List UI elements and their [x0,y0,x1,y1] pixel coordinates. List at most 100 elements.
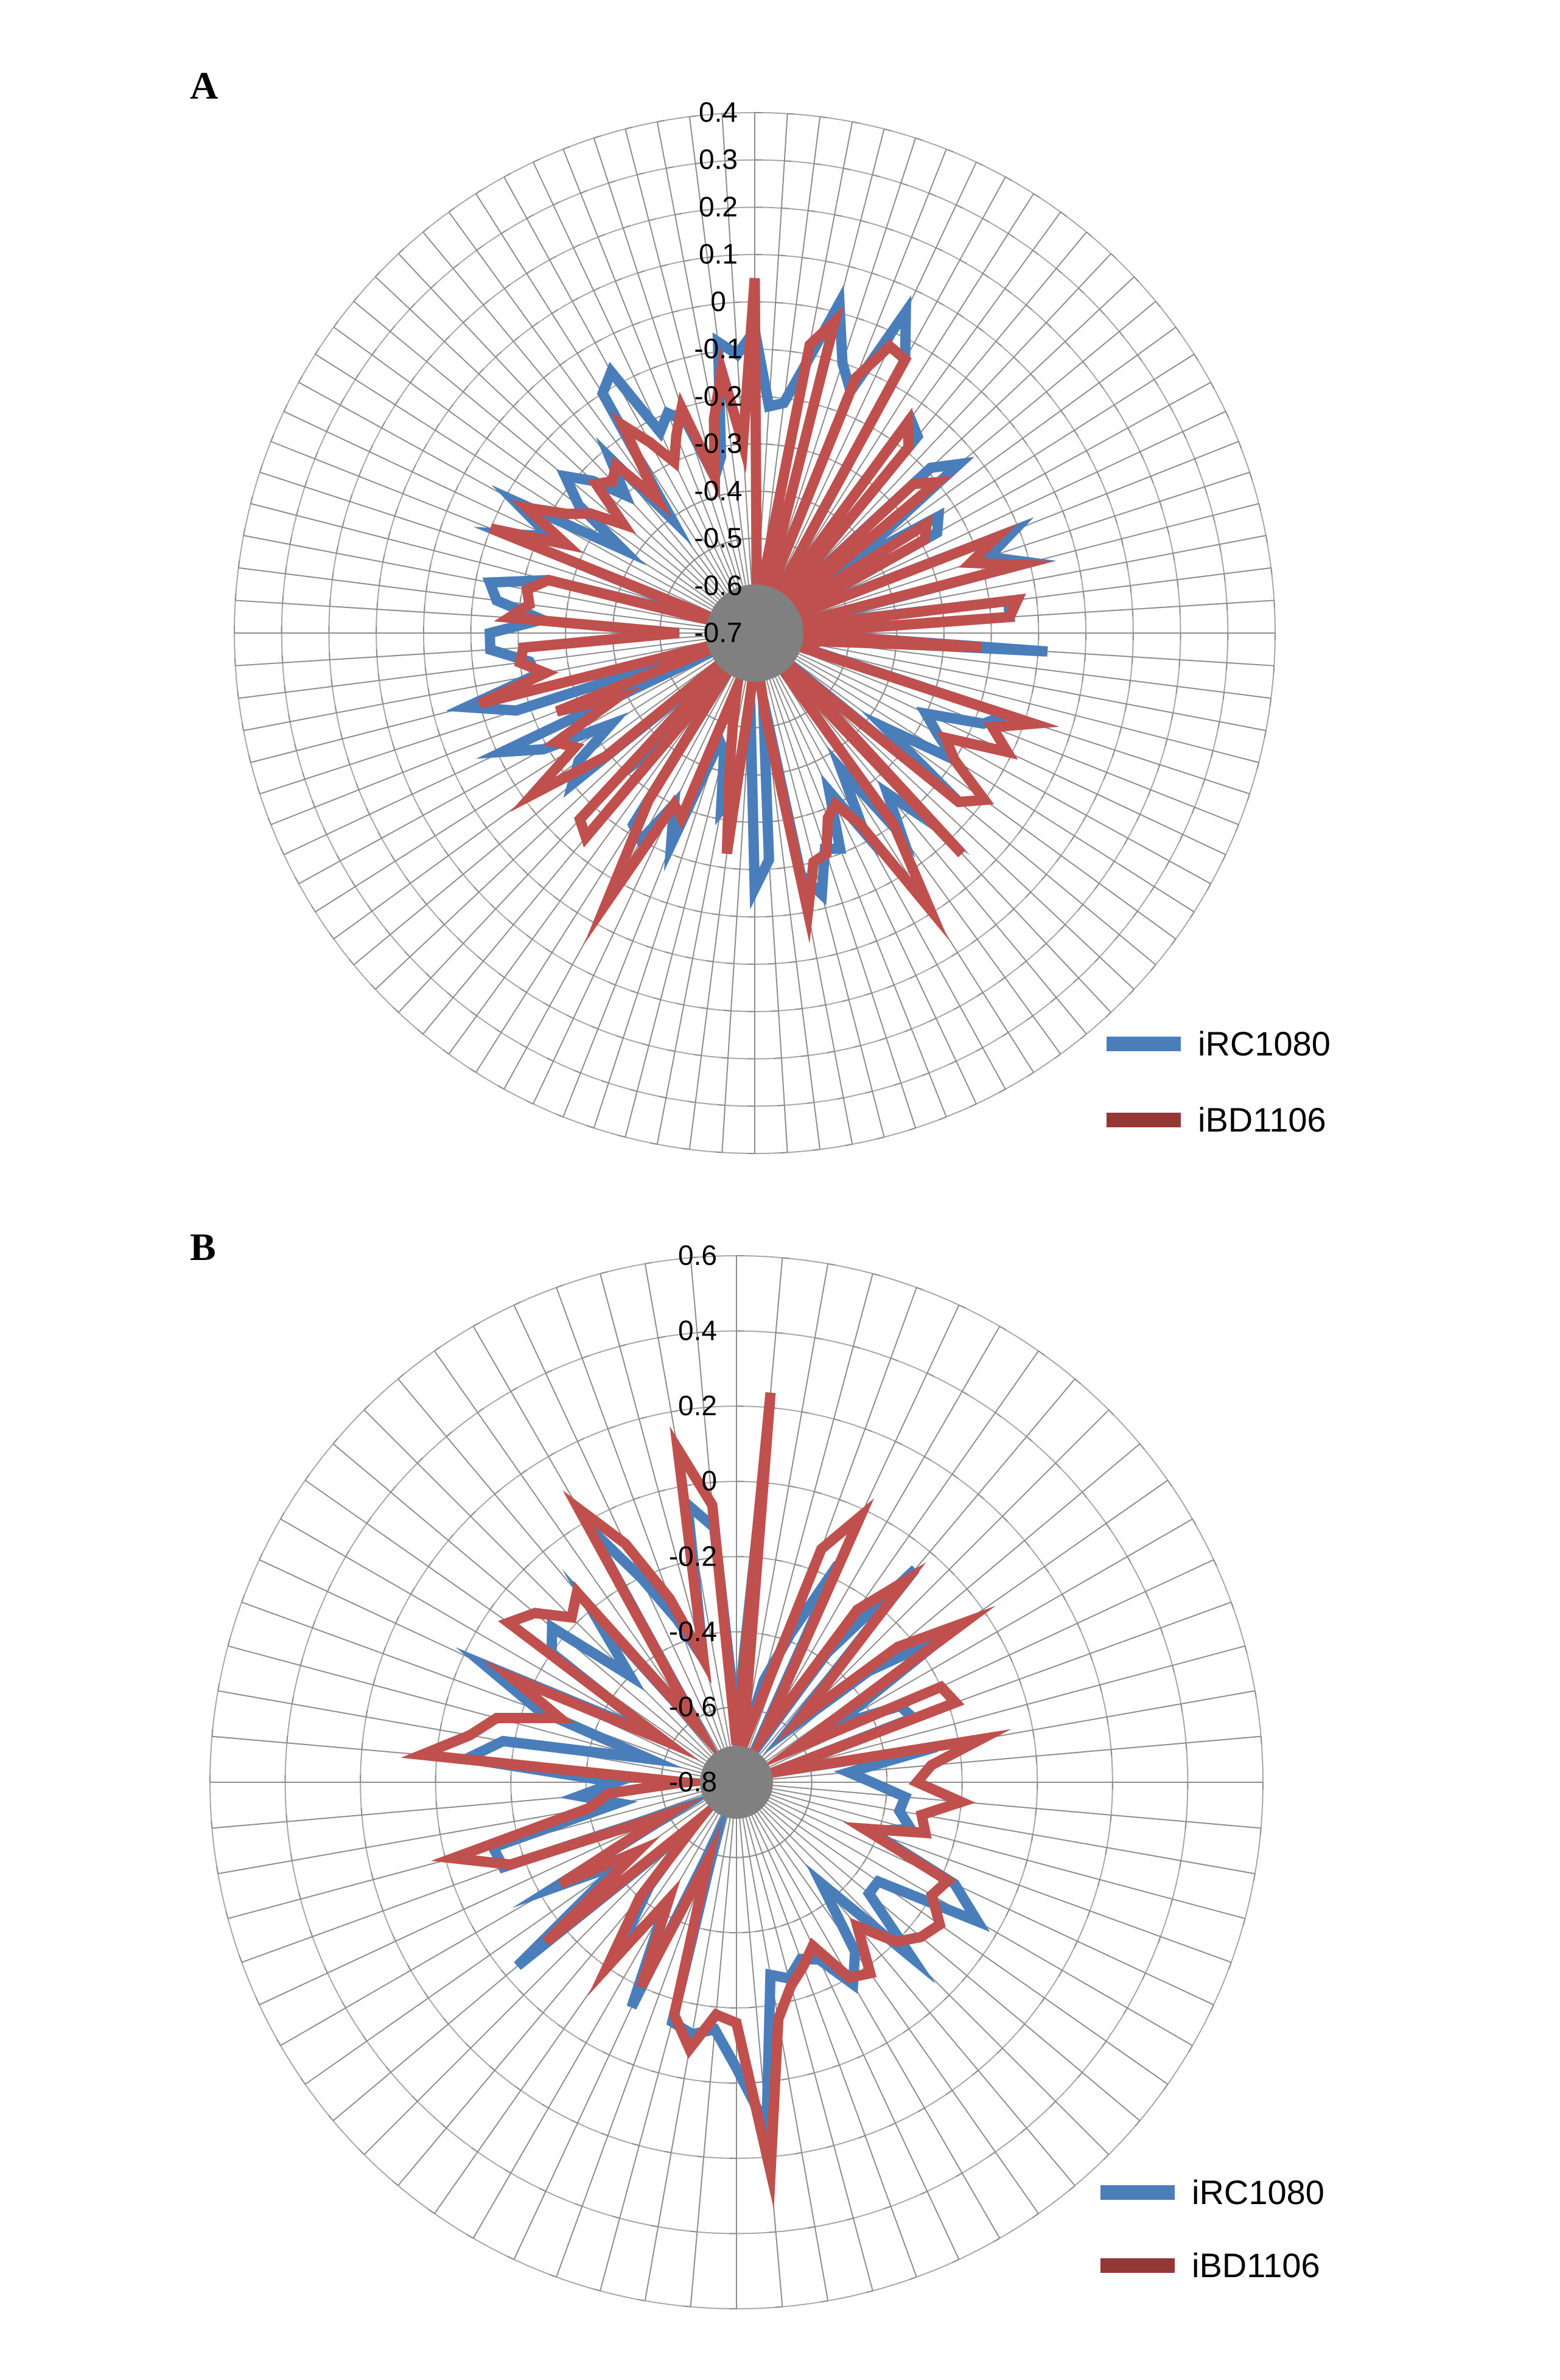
axis-tick-label: 0.6 [678,1239,717,1271]
spoke-tick [237,691,239,699]
spoke-tick [626,2062,634,2066]
spoke-tick [366,1517,372,1524]
spoke [298,632,755,884]
spoke-tick [962,1391,969,1396]
spoke-tick [843,167,851,170]
spoke-tick [1127,1556,1132,1564]
spoke-tick [554,835,561,841]
spoke-tick [548,1452,555,1457]
spoke-tick [377,673,380,681]
spoke-tick [613,607,616,615]
spoke-tick [464,2042,471,2049]
spoke-tick [936,680,939,688]
spoke-tick [852,121,860,124]
spoke-tick [685,453,693,458]
spoke-tick [1210,382,1215,390]
spoke [754,471,1250,634]
spoke-tick [1066,735,1071,743]
spoke-tick [397,1373,404,1380]
spoke-tick [956,204,964,209]
spoke-tick [619,1343,627,1347]
spoke-tick [444,849,449,856]
spoke-tick [846,2217,854,2221]
spoke-tick [404,951,411,957]
spoke-tick [430,829,436,836]
spoke-tick [990,924,996,930]
spoke-tick [371,1872,374,1880]
spoke-tick [813,1149,820,1151]
spoke-tick [643,894,651,898]
spoke-tick [1004,844,1010,850]
spoke-tick [542,1546,550,1553]
spoke-tick [425,584,428,592]
spoke-tick [1110,1815,1112,1822]
spoke-tick [1033,579,1036,587]
spoke-tick [477,956,484,962]
spoke-tick [470,1510,477,1517]
spoke-tick [586,971,594,976]
spoke-tick [1113,404,1119,411]
spoke-tick [703,1928,711,1931]
spoke-tick [1032,250,1040,256]
spoke-tick [339,398,345,406]
spoke-tick [945,493,951,500]
spoke-tick [443,2018,449,2025]
spoke-tick [613,652,616,660]
spoke-tick [730,444,739,446]
spoke-tick [543,373,550,379]
spoke-tick [895,1441,903,1446]
spoke-tick [444,335,450,342]
spoke [736,1782,1261,1829]
spoke-tick [702,497,710,502]
spoke-tick [1016,1885,1020,1892]
spoke-tick [1002,495,1008,503]
spoke-tick [248,755,251,763]
spoke-tick [990,785,995,792]
spoke-tick [869,889,876,894]
spoke-tick [510,1794,512,1802]
spoke-tick [856,2054,864,2059]
spoke [754,632,947,1118]
spoke-tick [999,1326,1007,1331]
spoke-tick [478,368,484,375]
spoke-tick [582,1355,590,1359]
spoke-tick [1194,458,1198,466]
spoke-tick [443,747,448,755]
spoke-tick [379,578,381,586]
spoke-tick [475,1625,480,1633]
spoke-tick [472,1926,477,1933]
spoke-tick [1082,815,1087,822]
spoke-tick [713,303,721,306]
spoke-tick [470,803,476,811]
spoke-tick [811,1651,819,1656]
spoke-tick [1046,391,1052,398]
spoke-tick [659,1567,666,1571]
spoke-tick [545,1370,553,1374]
spoke-tick [718,866,726,869]
spoke-tick [504,284,511,289]
spoke-tick [1055,268,1063,274]
spoke-tick [433,543,436,551]
spoke-tick [960,1762,963,1770]
spoke-tick [495,351,502,358]
spoke-tick [948,425,955,432]
spoke-tick [986,588,989,597]
spoke-tick [1125,562,1129,570]
spoke-tick [1147,789,1152,797]
spoke-tick [612,2216,620,2219]
spoke-tick [559,360,567,366]
spoke-tick [1106,493,1110,501]
spoke-tick [570,908,578,914]
spoke-tick [973,452,979,458]
spoke-tick [922,794,928,801]
spoke-tick [872,174,880,178]
spoke-tick [667,1049,676,1052]
spoke-tick [690,2230,698,2233]
spoke-tick [726,962,734,965]
spoke-tick [1044,1566,1049,1573]
spoke-tick [507,919,514,925]
spoke-tick [217,1683,220,1691]
spoke-tick [442,1049,450,1055]
spoke-tick [1106,1717,1109,1724]
spoke-tick [560,421,567,427]
